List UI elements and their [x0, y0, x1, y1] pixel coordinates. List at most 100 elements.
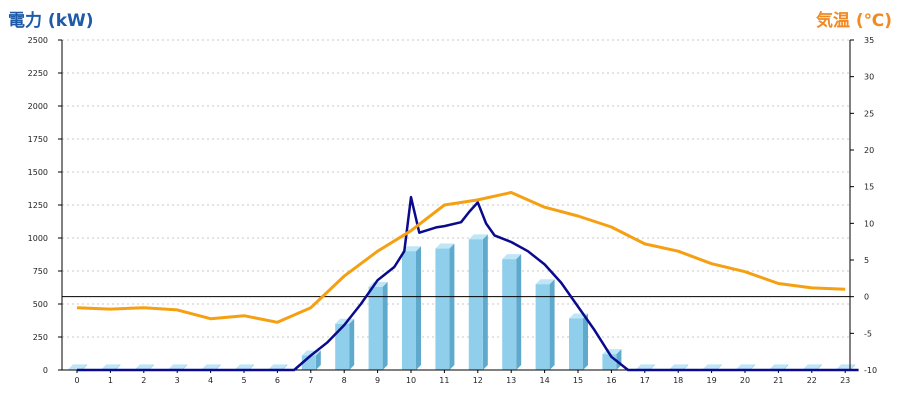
bar-side: [215, 364, 221, 370]
bar-top: [802, 364, 822, 370]
x-tick-label: 7: [308, 376, 313, 385]
x-tick-label: 21: [773, 376, 783, 385]
bar-front: [602, 354, 617, 370]
bar-side: [416, 246, 421, 370]
x-tick-label: 19: [707, 376, 717, 385]
x-tick-label: 15: [573, 376, 583, 385]
bar-top: [502, 254, 522, 260]
bar-side: [649, 364, 655, 370]
x-tick-label: 1: [108, 376, 113, 385]
bar-front: [402, 251, 416, 370]
grid-lines: [62, 39, 850, 338]
temperature-line: [76, 191, 846, 324]
power-bar: [502, 254, 522, 370]
left-tick-label: 1750: [28, 135, 48, 144]
power-line: [77, 195, 859, 372]
power-bar: [535, 279, 555, 370]
x-tick-label: 9: [375, 376, 380, 385]
right-tick-label: 25: [864, 109, 874, 118]
bar-front: [435, 248, 450, 370]
x-tick-label: 12: [473, 376, 483, 385]
right-tick-label: 30: [864, 73, 874, 82]
x-tick-label: 10: [406, 376, 416, 385]
x-tick-label: 0: [74, 376, 79, 385]
bar-side: [850, 364, 856, 370]
bar-side: [449, 243, 455, 370]
x-tick-label: 6: [275, 376, 280, 385]
x-tick-label: 2: [141, 376, 146, 385]
left-tick-label: 1250: [28, 201, 48, 210]
bar-top: [769, 364, 789, 370]
right-tick-label: 0: [864, 293, 869, 302]
bar-side: [816, 364, 822, 370]
right-tick-label: 35: [864, 36, 874, 45]
bar-front: [335, 323, 350, 370]
right-tick-label: -10: [864, 366, 877, 375]
bar-side: [282, 364, 288, 370]
bar-top: [168, 364, 188, 370]
left-axis-title: 電力 (kW): [8, 11, 94, 31]
bar-side: [249, 364, 254, 370]
power-bar: [368, 281, 388, 370]
right-tick-label: 10: [864, 219, 874, 228]
left-tick-label: 1000: [28, 234, 48, 243]
bar-side: [82, 364, 87, 370]
bar-side: [382, 281, 388, 370]
bar-side: [783, 364, 789, 370]
right-tick-label: 20: [864, 146, 874, 155]
tick-labels: 02505007501000125015001750200022502500-1…: [28, 36, 877, 385]
bar-side: [349, 318, 355, 370]
left-tick-label: 750: [33, 267, 48, 276]
bar-top: [435, 243, 455, 249]
bar-side: [583, 313, 588, 370]
bar-top: [101, 364, 121, 370]
bar-front: [569, 318, 583, 370]
bar-front: [368, 286, 383, 370]
x-tick-label: 5: [241, 376, 246, 385]
x-tick-label: 18: [673, 376, 683, 385]
x-tick-label: 13: [506, 376, 516, 385]
right-axis-title: 気温 (℃): [815, 11, 892, 31]
left-tick-label: 2250: [28, 69, 48, 78]
bar-side: [549, 279, 555, 370]
bar-side: [148, 364, 154, 370]
x-tick-label: 17: [640, 376, 650, 385]
x-tick-label: 3: [175, 376, 180, 385]
x-tick-label: 16: [606, 376, 616, 385]
bar-top: [235, 364, 254, 370]
x-tick-label: 22: [807, 376, 817, 385]
power-bar: [468, 234, 488, 370]
x-tick-label: 20: [740, 376, 750, 385]
bar-front: [502, 259, 517, 370]
axes: [58, 39, 854, 373]
x-tick-label: 14: [540, 376, 550, 385]
bar-side: [750, 364, 755, 370]
bar-top: [736, 364, 755, 370]
right-tick-label: 15: [864, 183, 874, 192]
bar-top: [702, 364, 722, 370]
bar-side: [683, 364, 689, 370]
bar-side: [716, 364, 722, 370]
bar-side: [315, 350, 321, 370]
bar-top: [836, 364, 856, 370]
bar-side: [482, 234, 488, 370]
power-bar: [569, 313, 588, 370]
bar-top: [402, 246, 421, 252]
bar-top: [268, 364, 288, 370]
power-bar: [602, 349, 622, 370]
bar-top: [68, 364, 87, 370]
left-tick-label: 2000: [28, 102, 48, 111]
x-tick-label: 11: [439, 376, 449, 385]
bar-top: [535, 279, 555, 285]
power-bar: [335, 318, 355, 370]
x-tick-label: 23: [840, 376, 850, 385]
right-tick-label: 5: [864, 256, 869, 265]
bar-side: [182, 364, 188, 370]
x-tick-label: 4: [208, 376, 213, 385]
power-bar: [402, 246, 421, 370]
bar-top: [468, 234, 488, 240]
series-lines: [76, 191, 859, 372]
left-tick-label: 2500: [28, 36, 48, 45]
left-tick-label: 0: [43, 366, 48, 375]
